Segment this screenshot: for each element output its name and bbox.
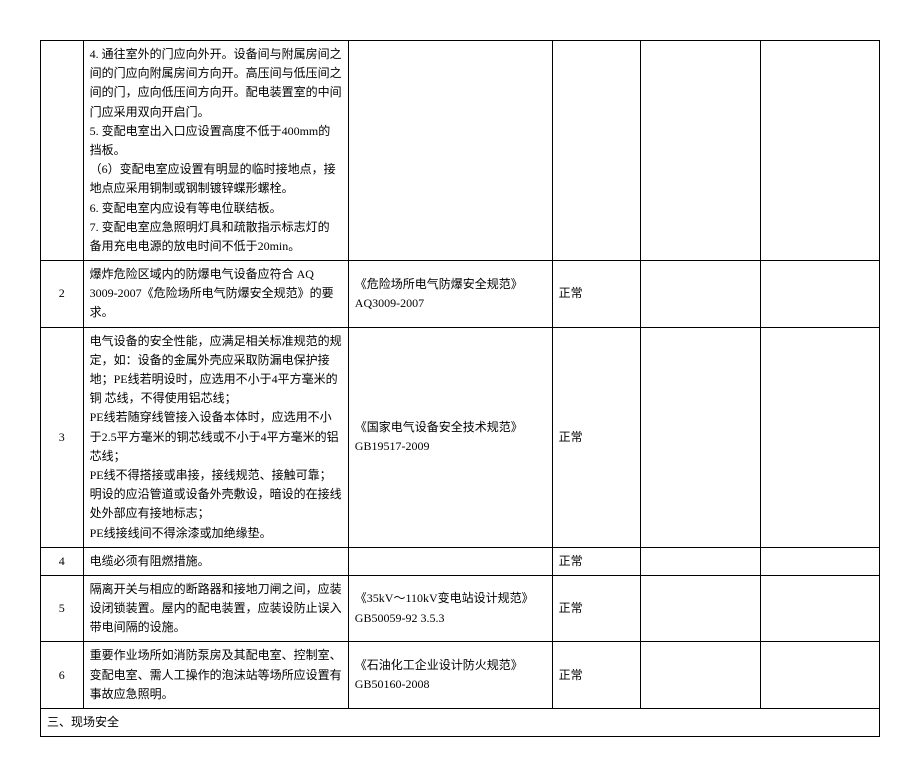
table-row: 5隔离开关与相应的断路器和接地刀闸之间，应装设闭锁装置。屋内的配电装置，应装设防… xyxy=(41,575,880,642)
cell-description: 电气设备的安全性能，应满足相关标准规范的规定，如：设备的金属外壳应采取防漏电保护… xyxy=(83,327,348,547)
cell-blank xyxy=(760,547,879,575)
cell-blank xyxy=(760,261,879,328)
table-row: 6重要作业场所如消防泵房及其配电室、控制室、变配电室、需人工操作的泡沫站等场所应… xyxy=(41,642,880,709)
cell-status: 正常 xyxy=(552,327,641,547)
cell-reference: 《石油化工企业设计防火规范》 GB50160-2008 xyxy=(348,642,552,709)
cell-status: 正常 xyxy=(552,575,641,642)
cell-blank xyxy=(760,642,879,709)
cell-reference: 《危险场所电气防爆安全规范》 AQ3009-2007 xyxy=(348,261,552,328)
cell-number: 3 xyxy=(41,327,84,547)
cell-status: 正常 xyxy=(552,642,641,709)
cell-status: 正常 xyxy=(552,547,641,575)
cell-description: 隔离开关与相应的断路器和接地刀闸之间，应装设闭锁装置。屋内的配电装置，应装设防止… xyxy=(83,575,348,642)
cell-status xyxy=(552,41,641,261)
cell-blank xyxy=(760,41,879,261)
cell-reference xyxy=(348,41,552,261)
cell-number: 5 xyxy=(41,575,84,642)
cell-description: 4. 通往室外的门应向外开。设备间与附属房间之间的门应向附属房间方向开。高压间与… xyxy=(83,41,348,261)
table-row: 3电气设备的安全性能，应满足相关标准规范的规定，如：设备的金属外壳应采取防漏电保… xyxy=(41,327,880,547)
cell-blank xyxy=(641,41,760,261)
cell-description: 爆炸危险区域内的防爆电气设备应符合 AQ 3009-2007《危险场所电气防爆安… xyxy=(83,261,348,328)
cell-number: 6 xyxy=(41,642,84,709)
cell-blank xyxy=(760,575,879,642)
cell-description: 重要作业场所如消防泵房及其配电室、控制室、变配电室、需人工操作的泡沫站等场所应设… xyxy=(83,642,348,709)
cell-blank xyxy=(641,327,760,547)
cell-blank xyxy=(641,642,760,709)
section-title: 三、现场安全 xyxy=(41,709,880,737)
cell-number: 2 xyxy=(41,261,84,328)
cell-status: 正常 xyxy=(552,261,641,328)
cell-reference: 《35kV～110kV变电站设计规范》GB50059-92 3.5.3 xyxy=(348,575,552,642)
table-row: 4电缆必须有阻燃措施。 正常 xyxy=(41,547,880,575)
cell-blank xyxy=(641,575,760,642)
cell-description: 电缆必须有阻燃措施。 xyxy=(83,547,348,575)
cell-reference xyxy=(348,547,552,575)
cell-number xyxy=(41,41,84,261)
cell-blank xyxy=(641,547,760,575)
inspection-table: 4. 通往室外的门应向外开。设备间与附属房间之间的门应向附属房间方向开。高压间与… xyxy=(40,40,880,737)
cell-blank xyxy=(760,327,879,547)
section-row: 三、现场安全 xyxy=(41,709,880,737)
table-row: 4. 通往室外的门应向外开。设备间与附属房间之间的门应向附属房间方向开。高压间与… xyxy=(41,41,880,261)
cell-blank xyxy=(641,261,760,328)
cell-reference: 《国家电气设备安全技术规范》GB19517-2009 xyxy=(348,327,552,547)
table-row: 2爆炸危险区域内的防爆电气设备应符合 AQ 3009-2007《危险场所电气防爆… xyxy=(41,261,880,328)
cell-number: 4 xyxy=(41,547,84,575)
